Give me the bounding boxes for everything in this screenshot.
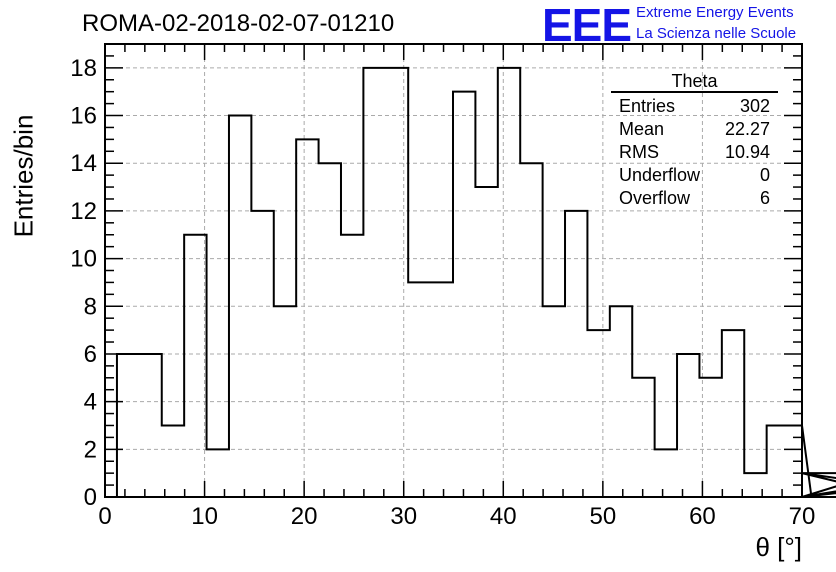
y-tick-label: 8	[84, 293, 97, 320]
y-tick-label: 16	[70, 103, 97, 130]
logo-line-1: Extreme Energy Events	[636, 4, 794, 21]
y-axis-label: Entries/bin	[8, 114, 39, 238]
stats-row-mean: Mean 22.27	[611, 118, 778, 141]
stats-row-overflow: Overflow 6	[611, 187, 778, 210]
histogram-bin	[408, 282, 430, 497]
stats-value: 10.94	[724, 142, 770, 162]
histogram-bin	[341, 235, 363, 497]
x-tick-label: 40	[490, 503, 517, 530]
histogram-bin	[363, 68, 385, 497]
stats-row-underflow: Underflow 0	[611, 164, 778, 187]
chart-title: ROMA-02-2018-02-07-01210	[82, 10, 395, 37]
grid-lines	[105, 44, 802, 497]
x-tick-label: 50	[590, 503, 617, 530]
histogram-bin	[587, 330, 609, 497]
histogram-bin	[475, 187, 497, 497]
histogram-bin	[319, 163, 341, 497]
stats-title: Theta	[671, 71, 718, 91]
histogram-bin	[677, 354, 699, 497]
stats-row-entries: Entries 302	[611, 95, 778, 118]
histogram-bin	[722, 330, 744, 497]
histogram-bin	[184, 235, 206, 497]
histogram-outline	[115, 66, 836, 498]
x-axis-label: θ [°]	[755, 532, 802, 562]
histogram-bin	[274, 306, 296, 497]
histogram-bin	[139, 354, 161, 497]
histogram-bin	[520, 163, 542, 497]
histogram-bin	[162, 425, 184, 497]
histogram-bin	[207, 449, 229, 497]
stats-rows: Entries 302 Mean 22.27 RMS 10.94 Underflow 0 Ove…	[611, 95, 778, 210]
stats-label: RMS	[619, 142, 659, 162]
eee-logo: EEE	[542, 0, 632, 51]
histogram-bin	[655, 449, 677, 497]
y-tick-label: 0	[84, 484, 97, 511]
stats-value: 6	[759, 188, 770, 208]
x-tick-labels: 0 10 20 30 40 50 60 70	[98, 503, 815, 530]
histogram-bin	[610, 306, 632, 497]
x-tick-label: 20	[291, 503, 318, 530]
y-tick-label: 10	[70, 246, 97, 273]
stats-label: Entries	[619, 96, 676, 116]
plot-frame	[104, 43, 803, 498]
y-tick-label: 12	[70, 198, 97, 225]
x-tick-label: 10	[191, 503, 218, 530]
histogram-bin	[632, 378, 654, 497]
x-tick-label: 0	[98, 503, 111, 530]
stats-divider	[611, 91, 778, 93]
y-tick-label: 18	[70, 55, 97, 82]
y-tick-labels: 0 2 4 6 8 10 12 14 16 18	[70, 55, 97, 511]
x-tick-label: 60	[689, 503, 716, 530]
stats-label: Overflow	[619, 188, 691, 208]
y-tick-label: 4	[84, 389, 97, 416]
histogram-bin	[498, 68, 520, 497]
stats-value: 22.27	[724, 119, 770, 139]
stats-box: Theta Entries 302 Mean 22.27 RMS 10.94 Underfl…	[611, 72, 778, 210]
histogram-bin	[453, 92, 475, 497]
y-tick-label: 2	[84, 436, 97, 463]
histogram-bin	[386, 68, 408, 497]
histogram-bin	[767, 425, 789, 497]
histogram-bin	[117, 354, 139, 497]
histogram-bin	[296, 139, 318, 497]
histogram-bin	[744, 473, 766, 497]
stats-value: 0	[759, 165, 770, 185]
stats-label: Underflow	[619, 165, 701, 185]
y-tick-label: 6	[84, 341, 97, 368]
stats-label: Mean	[619, 119, 665, 139]
y-tick-label: 14	[70, 150, 97, 177]
logo-line-2: La Scienza nelle Scuole	[636, 25, 797, 42]
stats-row-rms: RMS 10.94	[611, 141, 778, 164]
histogram-bin	[431, 282, 453, 497]
x-tick-label: 70	[789, 503, 816, 530]
stats-value: 302	[739, 96, 770, 116]
x-tick-label: 30	[390, 503, 417, 530]
